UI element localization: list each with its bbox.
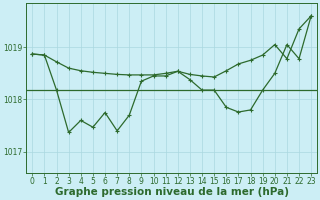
X-axis label: Graphe pression niveau de la mer (hPa): Graphe pression niveau de la mer (hPa) bbox=[55, 187, 289, 197]
